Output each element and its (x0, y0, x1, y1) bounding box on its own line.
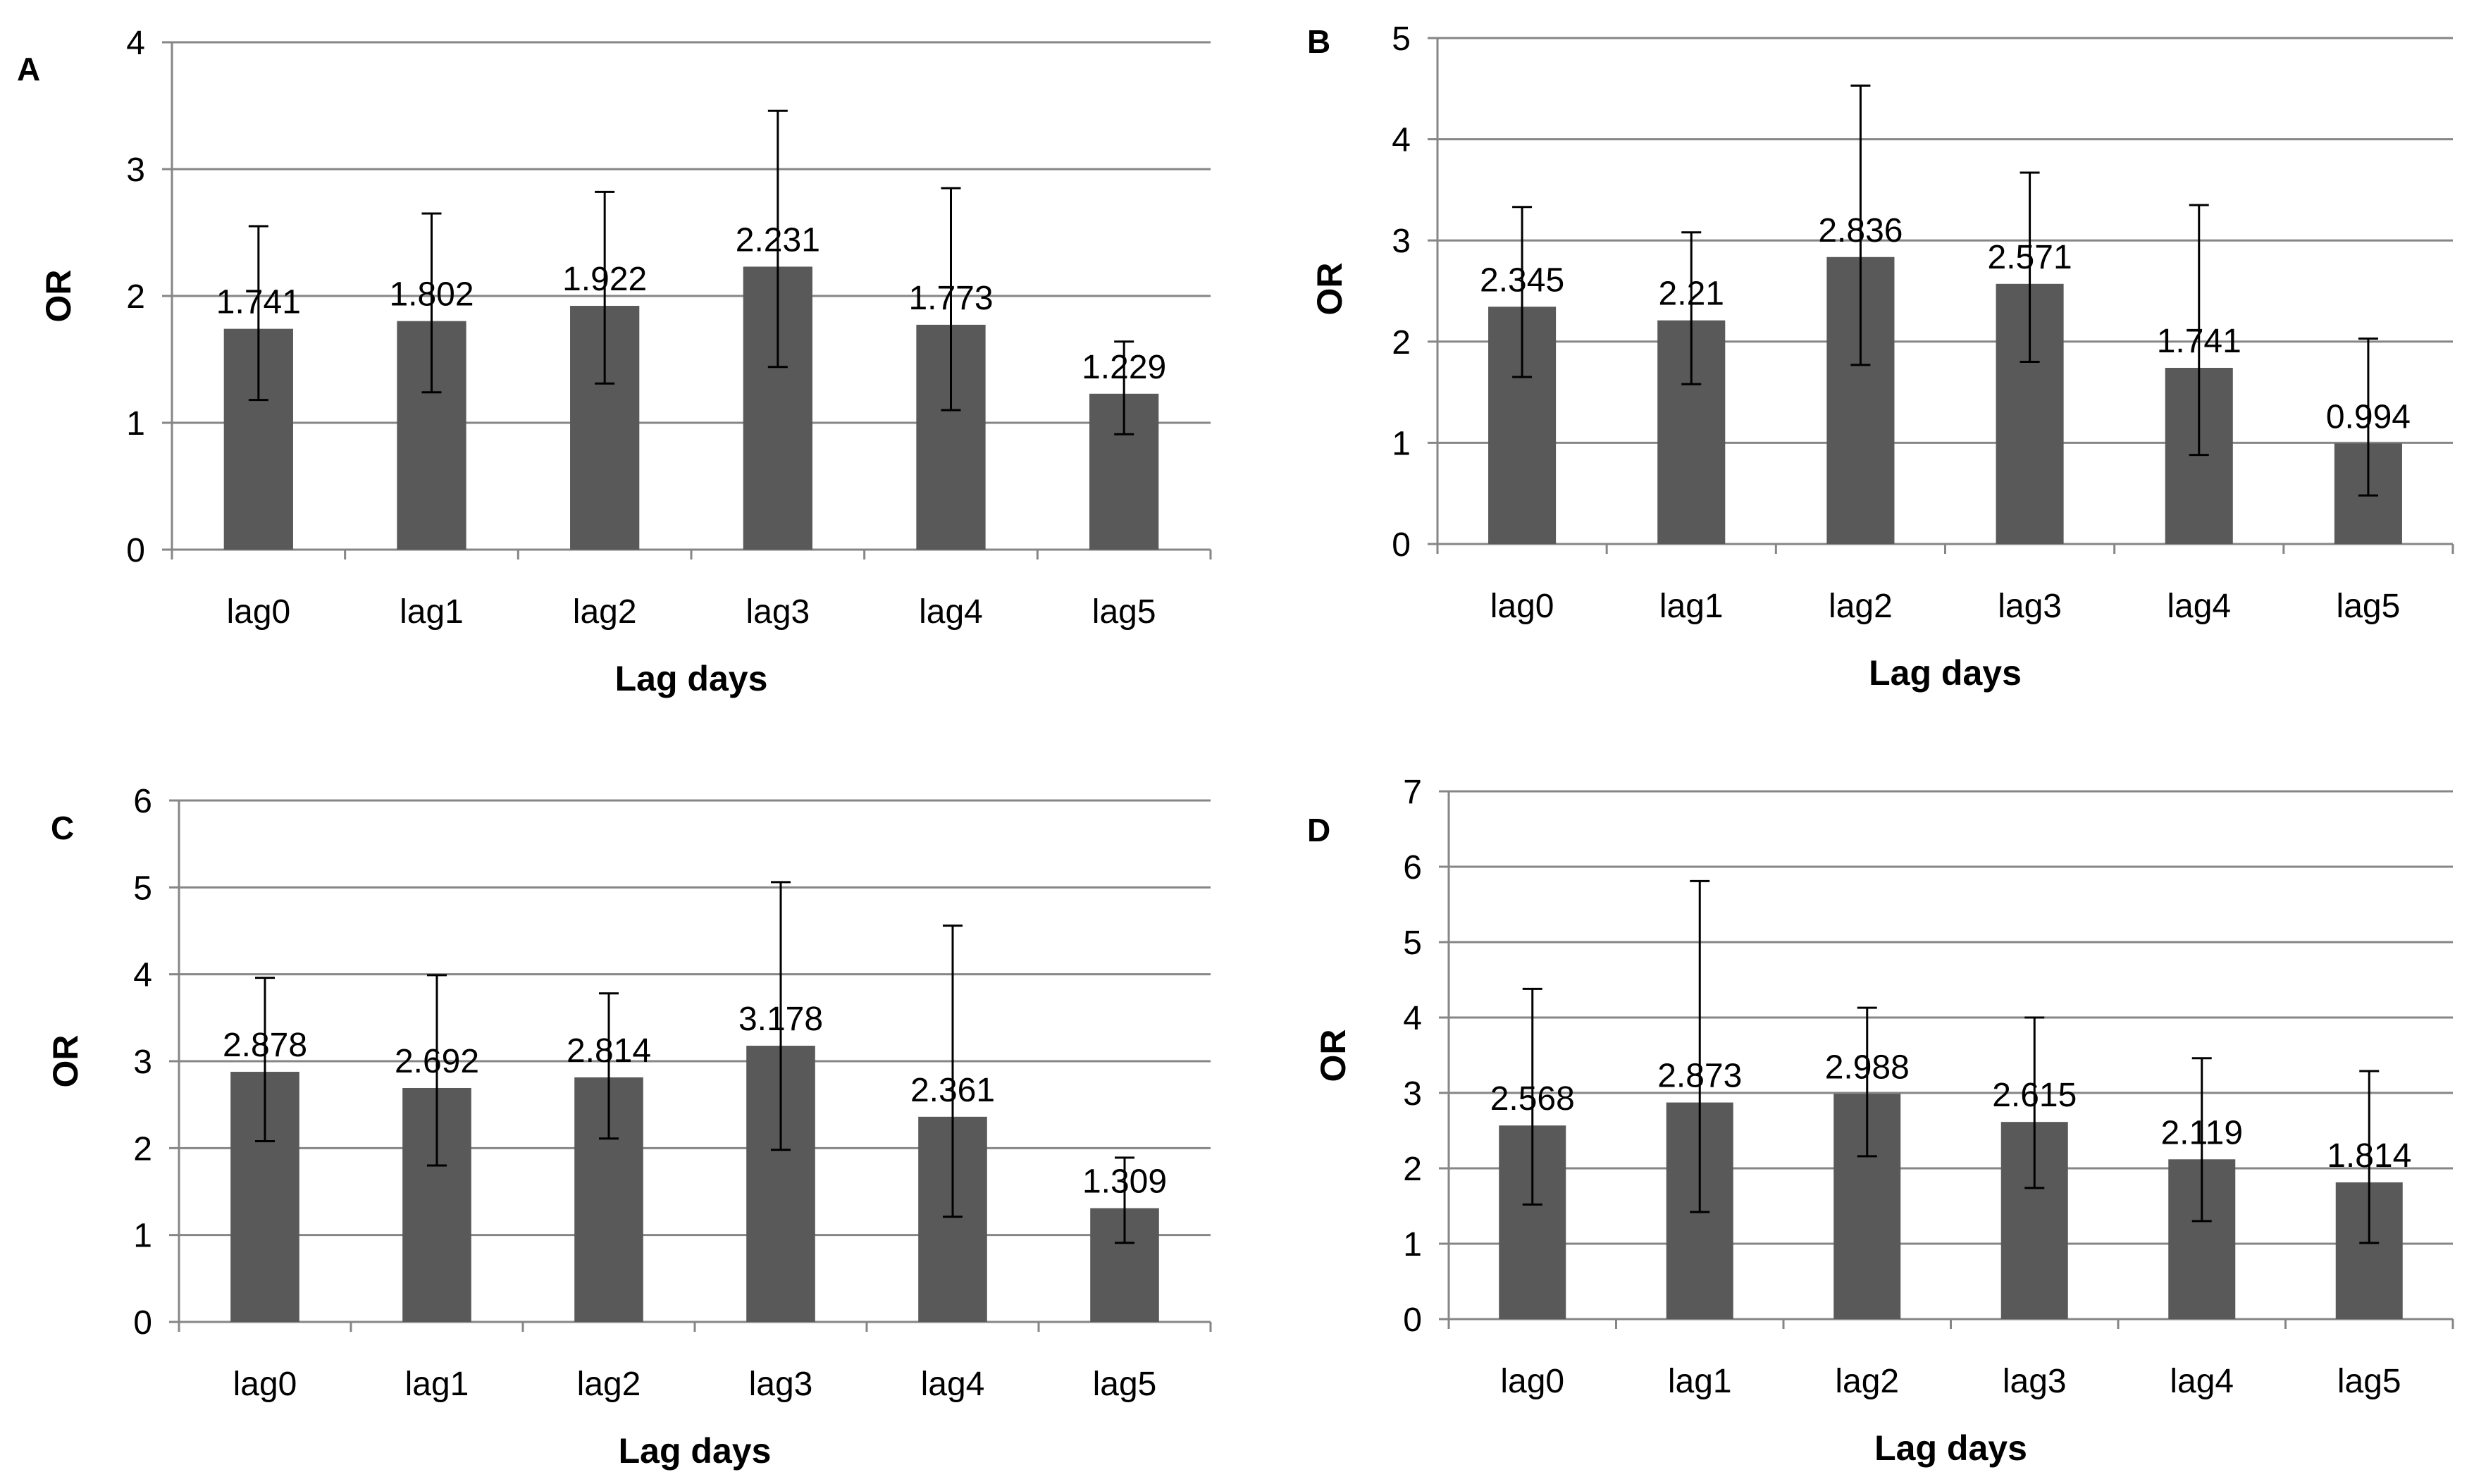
panel-c-x-axis-title: Lag days (619, 1431, 772, 1471)
panel-c-data-label: 2.692 (395, 1043, 479, 1080)
panel-c-y-tick-label: 4 (133, 957, 152, 994)
panel-d-y-tick-label: 1 (1403, 1226, 1422, 1263)
panel-c-x-tick-label: lag4 (921, 1366, 985, 1403)
panel-c-y-tick-label: 2 (133, 1130, 152, 1168)
panel-d-data-label: 2.988 (1825, 1049, 1910, 1086)
panel-b-y-axis-title: OR (1310, 263, 1349, 316)
panel-a-data-label: 1.922 (562, 261, 647, 298)
panel-b-x-axis-title: Lag days (1869, 653, 2022, 693)
panel-c-y-tick-label: 5 (133, 870, 152, 907)
panel-c-x-tick-label: lag2 (577, 1366, 641, 1403)
panel-b-data-label: 2.345 (1480, 261, 1564, 299)
panel-a-y-tick-label: 2 (126, 278, 145, 316)
panel-d-x-tick-label: lag4 (2170, 1363, 2234, 1400)
panel-d-x-tick-label: lag0 (1500, 1363, 1564, 1400)
panel-a-data-label: 1.773 (908, 280, 993, 317)
panel-d-y-tick-label: 4 (1403, 1000, 1422, 1037)
panel-c-data-label: 3.178 (738, 1001, 823, 1038)
panel-a-data-label: 2.231 (736, 221, 820, 259)
panel-d-y-tick-label: 0 (1403, 1301, 1422, 1339)
panel-c-y-tick-label: 0 (133, 1304, 152, 1342)
panel-d-x-tick-label: lag3 (2003, 1363, 2067, 1400)
panel-b-data-label: 2.21 (1659, 276, 1724, 313)
panel-a-y-tick-label: 0 (126, 532, 145, 569)
panel-a-y-tick-label: 4 (126, 25, 145, 62)
panel-d-y-axis-title: OR (1313, 1029, 1353, 1082)
panel-c-data-label: 1.309 (1082, 1163, 1167, 1201)
panel-b-data-label: 2.571 (1988, 239, 2072, 276)
panel-c-data-label: 2.878 (223, 1027, 307, 1064)
panel-c-y-tick-label: 6 (133, 783, 152, 820)
panel-c-x-tick-label: lag3 (749, 1366, 813, 1403)
panel-a-x-axis-title: Lag days (615, 659, 768, 698)
panel-d-data-label: 2.568 (1490, 1080, 1575, 1118)
panel-b-data-label: 1.741 (2157, 323, 2241, 360)
panel-d-x-tick-label: lag2 (1835, 1363, 1899, 1400)
panel-a-y-tick-label: 3 (126, 152, 145, 189)
panel-b-y-tick-label: 0 (1392, 526, 1411, 564)
panel-d-y-tick-label: 2 (1403, 1151, 1422, 1188)
panel-d-y-tick-label: 3 (1403, 1075, 1422, 1113)
panel-d-y-tick-label: 7 (1403, 774, 1422, 811)
panel-a-data-label: 1.802 (389, 276, 474, 314)
panel-a-x-tick-label: lag4 (919, 593, 983, 631)
panel-d-data-label: 2.119 (2160, 1114, 2243, 1151)
panel-d-x-axis-title: Lag days (1874, 1428, 2027, 1468)
panel-d-letter: D (1307, 812, 1330, 848)
panel-c-y-axis-title: OR (46, 1035, 85, 1088)
panel-a-data-label: 1.229 (1082, 349, 1166, 386)
panel-c-x-tick-label: lag5 (1093, 1366, 1157, 1403)
panel-b-data-label: 0.994 (2326, 398, 2411, 435)
chart-panel-b: B 0 1 2 3 4 5 2.345 lag0 2.21 lag1 2.836 lag2 2.571 la… (1307, 20, 2454, 693)
panel-b-x-tick-label: lag3 (1998, 588, 2062, 625)
panel-b-x-tick-label: lag5 (2337, 588, 2401, 625)
panel-b-x-tick-label: lag0 (1490, 588, 1554, 625)
panel-d-data-label: 1.814 (2327, 1137, 2411, 1175)
panel-d-x-tick-label: lag1 (1668, 1363, 1732, 1400)
panel-b-x-tick-label: lag2 (1829, 588, 1893, 625)
panel-c-y-tick-label: 1 (133, 1218, 152, 1255)
panel-a-x-tick-label: lag1 (400, 593, 464, 631)
panel-c-x-tick-label: lag0 (233, 1366, 297, 1403)
panel-b-y-tick-label: 4 (1392, 122, 1411, 159)
panel-b-x-tick-label: lag4 (2167, 588, 2231, 625)
panel-d-data-label: 2.873 (1657, 1058, 1742, 1095)
chart-panel-d: D 0 1 2 3 4 5 6 7 2.568 lag0 2.873 lag1 2.988 lag2 2.61… (1307, 774, 2454, 1468)
panel-d-data-label: 2.615 (1992, 1077, 2077, 1114)
panel-b-letter: B (1307, 23, 1330, 60)
panel-a-y-tick-label: 1 (126, 405, 145, 443)
panel-a-y-axis-title: OR (39, 270, 78, 323)
panel-a-x-tick-label: lag3 (746, 593, 810, 631)
panel-a-x-tick-label: lag2 (573, 593, 637, 631)
panel-b-y-tick-label: 3 (1392, 223, 1411, 260)
panel-c-y-tick-label: 3 (133, 1044, 152, 1081)
panel-a-x-tick-label: lag0 (226, 593, 290, 631)
panel-d-y-tick-label: 6 (1403, 849, 1422, 886)
panel-c-x-tick-label: lag1 (405, 1366, 469, 1403)
chart-panel-c: C 0 1 2 3 4 5 6 2.878 lag0 2.692 lag1 2.814 lag2 3.178… (46, 783, 1212, 1471)
panel-c-data-label: 2.361 (910, 1072, 995, 1109)
panel-a-letter: A (17, 51, 40, 87)
panel-b-x-tick-label: lag1 (1659, 588, 1724, 625)
panel-b-y-tick-label: 2 (1392, 324, 1411, 361)
panel-a-x-tick-label: lag5 (1092, 593, 1156, 631)
panel-b-y-tick-label: 1 (1392, 425, 1411, 462)
panel-b-y-tick-label: 5 (1392, 20, 1411, 58)
panel-a-data-label: 1.741 (216, 284, 301, 321)
panel-c-data-label: 2.814 (567, 1032, 651, 1070)
panel-d-y-tick-label: 5 (1403, 925, 1422, 962)
panel-d-x-tick-label: lag5 (2337, 1363, 2401, 1400)
panel-b-data-label: 2.836 (1818, 212, 1903, 249)
chart-panel-a: A 0 1 2 3 4 1.741 lag0 1.802 lag1 1.922 lag2 2.231 la… (17, 25, 1212, 698)
panel-c-letter: C (51, 810, 74, 846)
